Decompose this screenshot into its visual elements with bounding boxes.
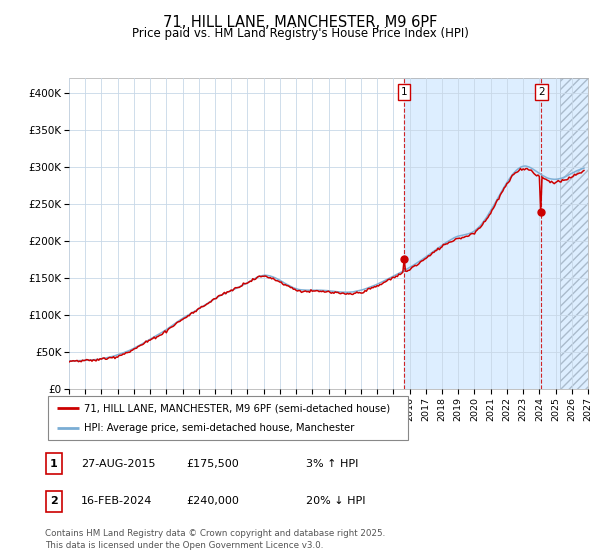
Text: 71, HILL LANE, MANCHESTER, M9 6PF (semi-detached house): 71, HILL LANE, MANCHESTER, M9 6PF (semi-…: [84, 403, 390, 413]
Text: £175,500: £175,500: [186, 459, 239, 469]
Text: 71, HILL LANE, MANCHESTER, M9 6PF: 71, HILL LANE, MANCHESTER, M9 6PF: [163, 15, 437, 30]
Text: HPI: Average price, semi-detached house, Manchester: HPI: Average price, semi-detached house,…: [84, 423, 355, 433]
Text: 27-AUG-2015: 27-AUG-2015: [81, 459, 155, 469]
Text: 16-FEB-2024: 16-FEB-2024: [81, 496, 152, 506]
Text: 3% ↑ HPI: 3% ↑ HPI: [306, 459, 358, 469]
Text: £240,000: £240,000: [186, 496, 239, 506]
Text: 1: 1: [50, 459, 58, 469]
Bar: [46, 491, 62, 511]
Text: Price paid vs. HM Land Registry's House Price Index (HPI): Price paid vs. HM Land Registry's House …: [131, 27, 469, 40]
Text: 2: 2: [50, 496, 58, 506]
Text: 1: 1: [401, 87, 407, 97]
Bar: [560, 78, 588, 389]
Text: Contains HM Land Registry data © Crown copyright and database right 2025.
This d: Contains HM Land Registry data © Crown c…: [45, 529, 385, 550]
Text: 2: 2: [538, 87, 545, 97]
Text: 20% ↓ HPI: 20% ↓ HPI: [306, 496, 365, 506]
Bar: [46, 454, 62, 474]
Bar: [404, 78, 588, 389]
